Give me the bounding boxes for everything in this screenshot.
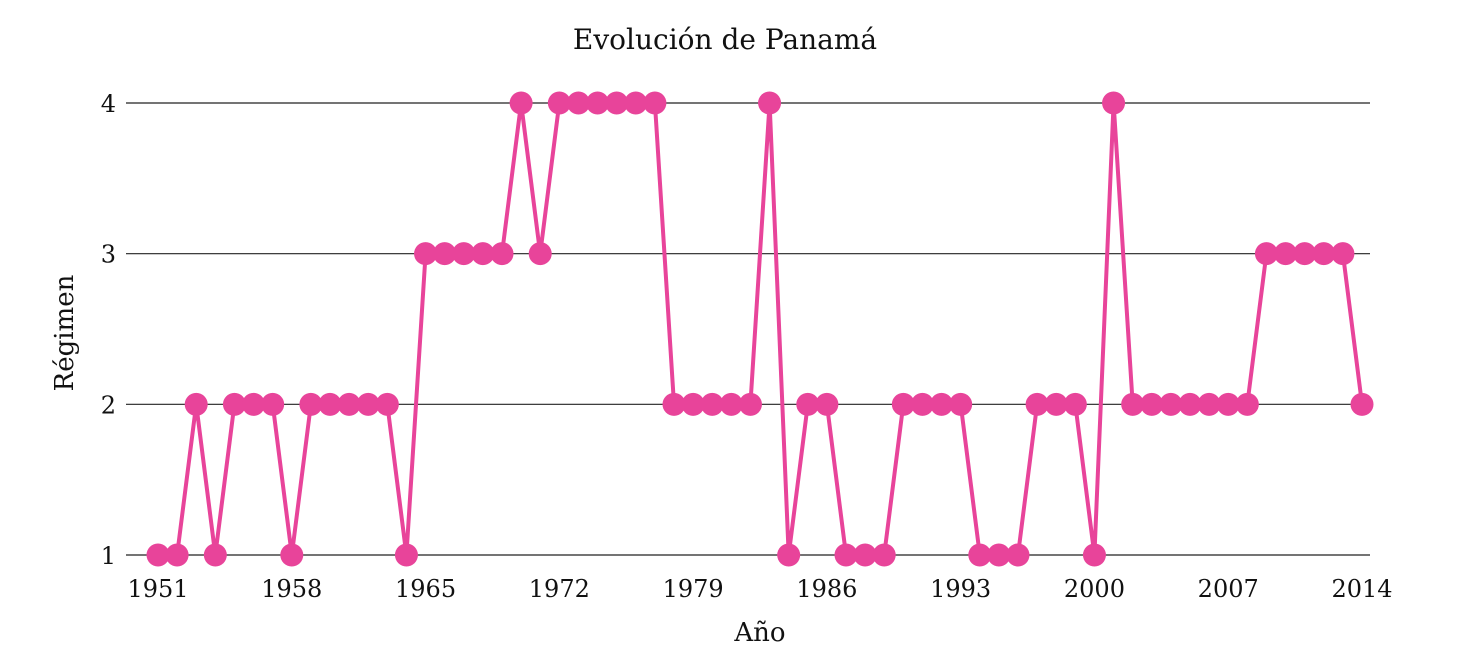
- grid-lines: [126, 102, 1370, 556]
- data-point: [471, 242, 495, 266]
- data-point: [394, 543, 418, 567]
- data-point: [662, 392, 686, 416]
- data-point: [777, 543, 801, 567]
- data-point: [318, 392, 342, 416]
- data-point: [1274, 242, 1298, 266]
- data-point: [700, 392, 724, 416]
- data-point: [1331, 242, 1355, 266]
- y-axis-ticks: 1 2 3 4: [101, 90, 116, 570]
- data-point: [490, 242, 514, 266]
- data-point: [1312, 242, 1336, 266]
- y-tick-label: 3: [101, 241, 116, 269]
- x-axis-ticks: 1951 1958 1965 1972 1979 1986 1993 2000 2007 2014: [127, 575, 1392, 603]
- data-point: [1235, 392, 1259, 416]
- data-point: [853, 543, 877, 567]
- data-point: [337, 392, 361, 416]
- x-tick-label: 1993: [930, 575, 991, 603]
- data-point: [930, 392, 954, 416]
- data-point: [738, 392, 762, 416]
- data-point: [643, 91, 667, 115]
- data-point: [452, 242, 476, 266]
- data-point: [910, 392, 934, 416]
- y-tick-label: 4: [101, 90, 116, 118]
- data-point: [815, 392, 839, 416]
- data-point: [433, 242, 457, 266]
- data-point: [872, 543, 896, 567]
- data-point: [1254, 242, 1278, 266]
- x-tick-label: 1951: [127, 575, 188, 603]
- x-tick-label: 1986: [796, 575, 857, 603]
- data-point: [891, 392, 915, 416]
- data-point: [566, 91, 590, 115]
- data-point: [968, 543, 992, 567]
- data-point: [528, 242, 552, 266]
- data-point: [586, 91, 610, 115]
- series-line: [158, 101, 1364, 557]
- x-tick-label: 2000: [1064, 575, 1125, 603]
- data-point: [681, 392, 705, 416]
- data-point: [184, 392, 208, 416]
- data-point: [719, 392, 743, 416]
- data-point: [1293, 242, 1317, 266]
- data-point: [1197, 392, 1221, 416]
- y-tick-label: 2: [101, 391, 116, 419]
- x-tick-label: 2014: [1331, 575, 1392, 603]
- data-point: [1159, 392, 1183, 416]
- data-point: [547, 91, 571, 115]
- data-point: [261, 392, 285, 416]
- data-point: [375, 392, 399, 416]
- data-point: [165, 543, 189, 567]
- x-tick-label: 1979: [663, 575, 724, 603]
- data-point: [1178, 392, 1202, 416]
- data-point: [1102, 91, 1126, 115]
- x-axis-label: Año: [733, 618, 785, 648]
- data-point: [987, 543, 1011, 567]
- data-point: [1140, 392, 1164, 416]
- data-point: [203, 543, 227, 567]
- data-point: [624, 91, 648, 115]
- data-point: [1063, 392, 1087, 416]
- data-point: [242, 392, 266, 416]
- data-point: [1350, 392, 1374, 416]
- data-point: [280, 543, 304, 567]
- data-point: [796, 392, 820, 416]
- data-points: [146, 91, 1374, 567]
- data-point: [605, 91, 629, 115]
- x-tick-label: 1972: [529, 575, 590, 603]
- data-point: [1044, 392, 1068, 416]
- data-point: [949, 392, 973, 416]
- data-point: [414, 242, 438, 266]
- data-point: [1216, 392, 1240, 416]
- data-point: [1082, 543, 1106, 567]
- x-tick-label: 2007: [1198, 575, 1259, 603]
- data-point: [146, 543, 170, 567]
- data-point: [834, 543, 858, 567]
- data-point: [1025, 392, 1049, 416]
- x-tick-label: 1965: [395, 575, 456, 603]
- data-point: [509, 91, 533, 115]
- y-axis-label: Régimen: [50, 274, 80, 391]
- data-point: [299, 392, 323, 416]
- data-point: [222, 392, 246, 416]
- data-point: [1121, 392, 1145, 416]
- x-tick-label: 1958: [261, 575, 322, 603]
- data-point: [1006, 543, 1030, 567]
- data-point: [356, 392, 380, 416]
- chart-title: Evolución de Panamá: [573, 23, 877, 56]
- data-point: [758, 91, 782, 115]
- y-tick-label: 1: [101, 542, 116, 570]
